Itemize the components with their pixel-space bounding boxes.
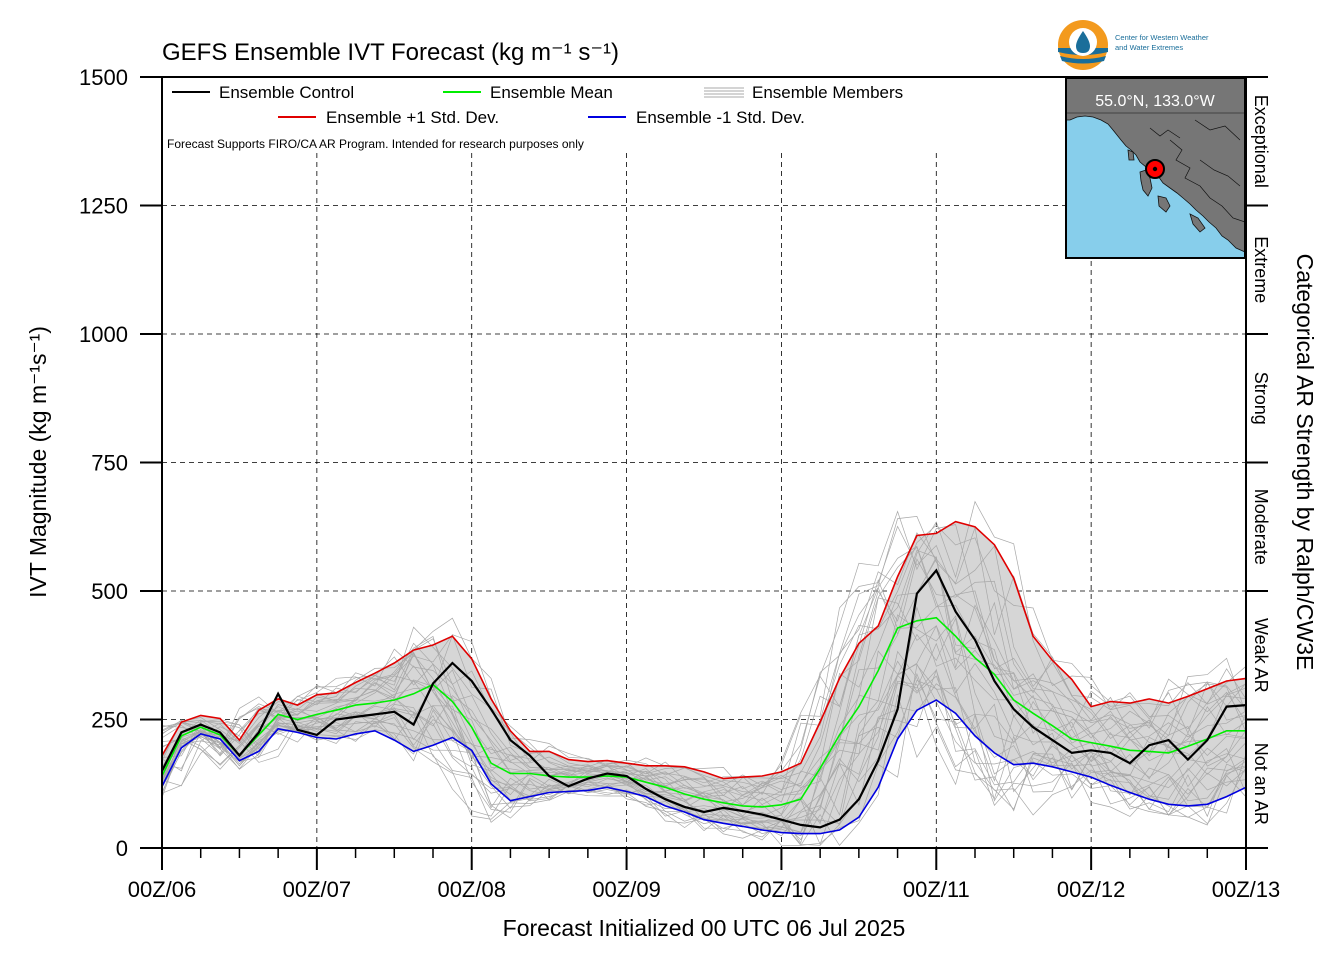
- y-tick-label-1: 250: [91, 708, 128, 733]
- category-label-3: Strong: [1251, 372, 1271, 425]
- y-tick-label-2: 500: [91, 579, 128, 604]
- legend-plus: Ensemble +1 Std. Dev.: [326, 108, 499, 127]
- disclaimer-note: Forecast Supports FIRO/CA AR Program. In…: [167, 137, 584, 151]
- legend-control: Ensemble Control: [219, 83, 354, 102]
- x-tick-label-5: 00Z/11: [903, 877, 970, 902]
- legend: Ensemble Control Ensemble Mean Ensemble …: [167, 83, 903, 151]
- location-inset-map: 55.0°N, 133.0°W: [1066, 78, 1245, 258]
- chart-title: GEFS Ensemble IVT Forecast (kg m⁻¹ s⁻¹): [162, 39, 619, 66]
- x-tick-label-3: 00Z/09: [592, 877, 661, 902]
- logo-text-line2: and Water Extremes: [1115, 43, 1183, 52]
- x-tick-label-2: 00Z/08: [437, 877, 506, 902]
- y-tick-label-3: 750: [91, 451, 128, 476]
- y-tick-label-4: 1000: [79, 322, 128, 347]
- x-axis: 00Z/06 00Z/07 00Z/08 00Z/09 00Z/10 00Z/11 00Z/…: [128, 848, 1281, 902]
- logo-text-line1: Center for Western Weather: [1115, 33, 1209, 42]
- map-location-label: 55.0°N, 133.0°W: [1095, 93, 1215, 110]
- y-axis-label: IVT Magnitude (kg m⁻¹s⁻¹): [25, 326, 51, 598]
- x-tick-label-4: 00Z/10: [747, 877, 816, 902]
- category-label-0: Not an AR: [1251, 743, 1271, 825]
- x-axis-label: Forecast Initialized 00 UTC 06 Jul 2025: [503, 915, 906, 941]
- category-label-1: Weak AR: [1251, 618, 1271, 693]
- location-marker-center: [1153, 167, 1157, 171]
- y-axis: 0 250 500 750 1000 1250 1500: [79, 65, 162, 861]
- x-tick-label-0: 00Z/06: [128, 877, 197, 902]
- category-axis-title: Categorical AR Strength by Ralph/CW3E: [1292, 254, 1318, 671]
- legend-minus: Ensemble -1 Std. Dev.: [636, 108, 805, 127]
- y-tick-label-6: 1500: [79, 65, 128, 90]
- y-tick-label-5: 1250: [79, 194, 128, 219]
- category-label-5: Exceptional: [1251, 95, 1271, 188]
- ivt-forecast-chart: GEFS Ensemble IVT Forecast (kg m⁻¹ s⁻¹) …: [0, 0, 1336, 962]
- legend-mean: Ensemble Mean: [490, 83, 613, 102]
- x-tick-label-1: 00Z/07: [283, 877, 352, 902]
- legend-swatch-members: [704, 88, 744, 97]
- category-label-4: Extreme: [1251, 236, 1271, 303]
- x-tick-label-6: 00Z/12: [1057, 877, 1126, 902]
- category-label-2: Moderate: [1251, 489, 1271, 565]
- category-axis: Not an AR Weak AR Moderate Strong Extreme Exc…: [1246, 77, 1271, 848]
- cw3e-logo: Center for Western Weather and Water Ext…: [1058, 20, 1209, 70]
- legend-members: Ensemble Members: [752, 83, 903, 102]
- ensemble-members: [162, 502, 1246, 846]
- y-tick-label-0: 0: [116, 836, 128, 861]
- x-tick-label-7: 00Z/13: [1212, 877, 1281, 902]
